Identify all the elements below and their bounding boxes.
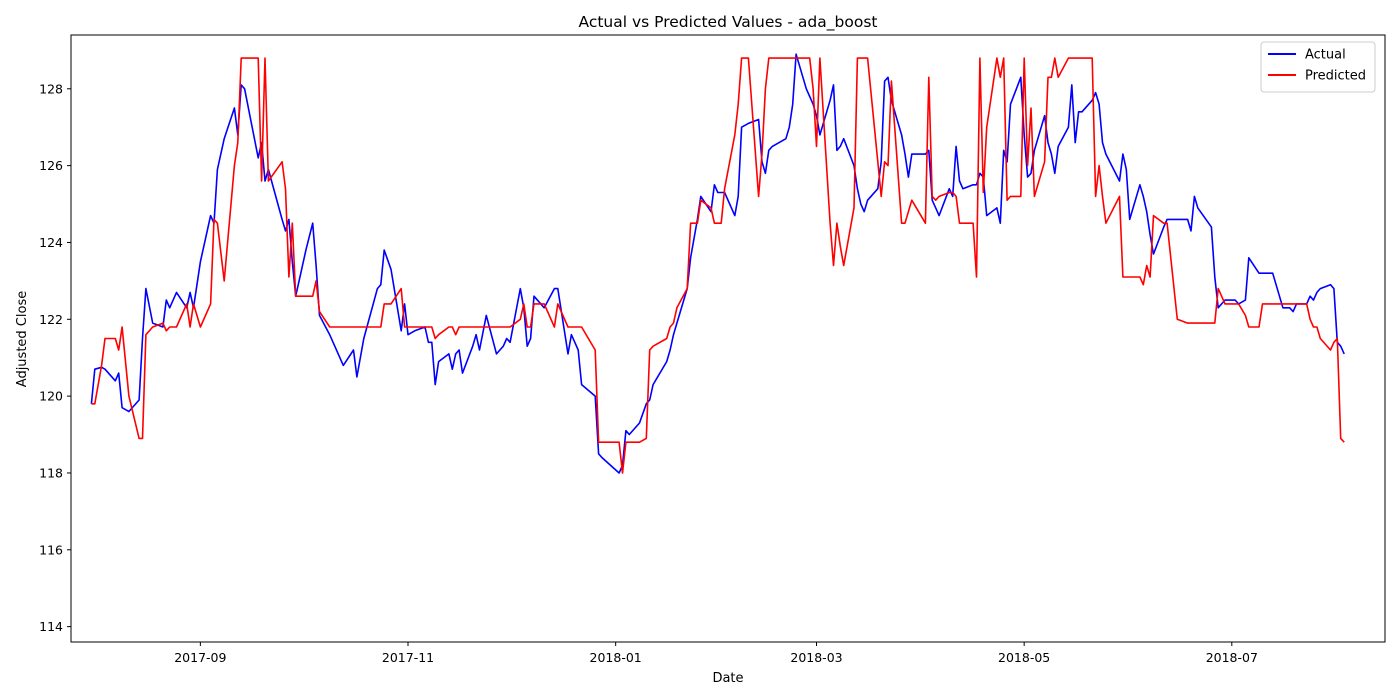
y-axis-label: Adjusted Close xyxy=(15,291,30,387)
plot-frame xyxy=(70,34,1386,643)
y-tick-label: 116 xyxy=(39,542,63,557)
plot-area xyxy=(90,53,1345,474)
x-tick-label: 2018-01 xyxy=(590,650,642,665)
y-tick-label: 124 xyxy=(39,235,63,250)
y-tick-label: 126 xyxy=(39,158,63,173)
x-axis: 2017-09 2017-11 2018-01 2018-03 2018-05 2018-… xyxy=(174,642,1258,665)
y-tick-label: 114 xyxy=(39,619,63,634)
y-tick-label: 118 xyxy=(39,465,63,480)
series-line-predicted xyxy=(91,57,1345,474)
chart-title: Actual vs Predicted Values - ada_boost xyxy=(579,13,878,32)
y-tick-label: 120 xyxy=(39,389,63,404)
legend: Actual Predicted xyxy=(1260,41,1376,93)
x-axis-label: Date xyxy=(712,671,743,686)
x-tick-label: 2018-05 xyxy=(998,650,1050,665)
x-tick-label: 2017-09 xyxy=(174,650,226,665)
legend-label-predicted: Predicted xyxy=(1305,69,1366,84)
y-tick-label: 122 xyxy=(39,312,63,327)
y-axis: 114 116 118 120 122 124 126 128 xyxy=(39,81,71,634)
x-tick-label: 2018-07 xyxy=(1206,650,1258,665)
x-tick-label: 2017-11 xyxy=(382,650,434,665)
x-tick-label: 2018-03 xyxy=(790,650,842,665)
y-tick-label: 128 xyxy=(39,81,63,96)
legend-label-actual: Actual xyxy=(1305,48,1346,63)
